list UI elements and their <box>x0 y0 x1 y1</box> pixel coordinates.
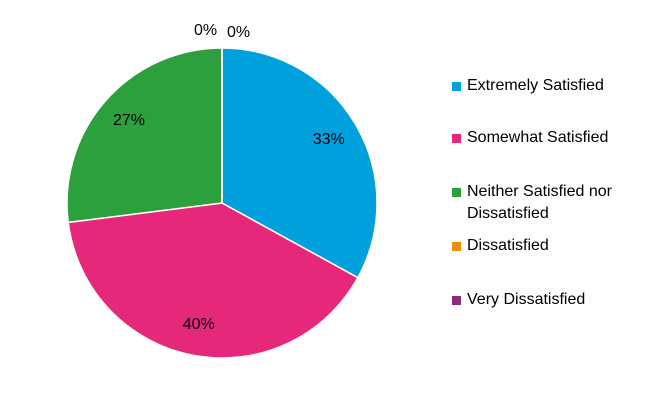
legend-swatch <box>452 296 461 305</box>
legend-item: Dissatisfied <box>452 235 652 257</box>
data-label: 0% <box>227 24 250 41</box>
legend-item: Extremely Satisfied <box>452 75 652 97</box>
legend-item: Somewhat Satisfied <box>452 127 652 149</box>
data-label: 40% <box>183 316 215 333</box>
legend-label: Neither Satisfied nor Dissatisfied <box>467 183 612 222</box>
legend-item: Neither Satisfied nor Dissatisfied <box>452 181 652 225</box>
legend-label: Extremely Satisfied <box>467 77 604 94</box>
legend-label: Somewhat Satisfied <box>467 129 609 146</box>
pie-slice <box>66 47 223 224</box>
pie-slice <box>221 47 378 279</box>
data-label: 33% <box>313 131 345 148</box>
legend-item: Very Dissatisfied <box>452 289 652 311</box>
legend-swatch <box>452 82 461 91</box>
legend-swatch <box>452 134 461 143</box>
legend-swatch <box>452 188 461 197</box>
data-label: 0% <box>194 22 217 39</box>
legend-swatch <box>452 242 461 251</box>
legend-label: Very Dissatisfied <box>467 291 586 308</box>
legend-label: Dissatisfied <box>467 237 549 254</box>
data-label: 27% <box>113 112 145 129</box>
pie-slice <box>67 202 359 359</box>
